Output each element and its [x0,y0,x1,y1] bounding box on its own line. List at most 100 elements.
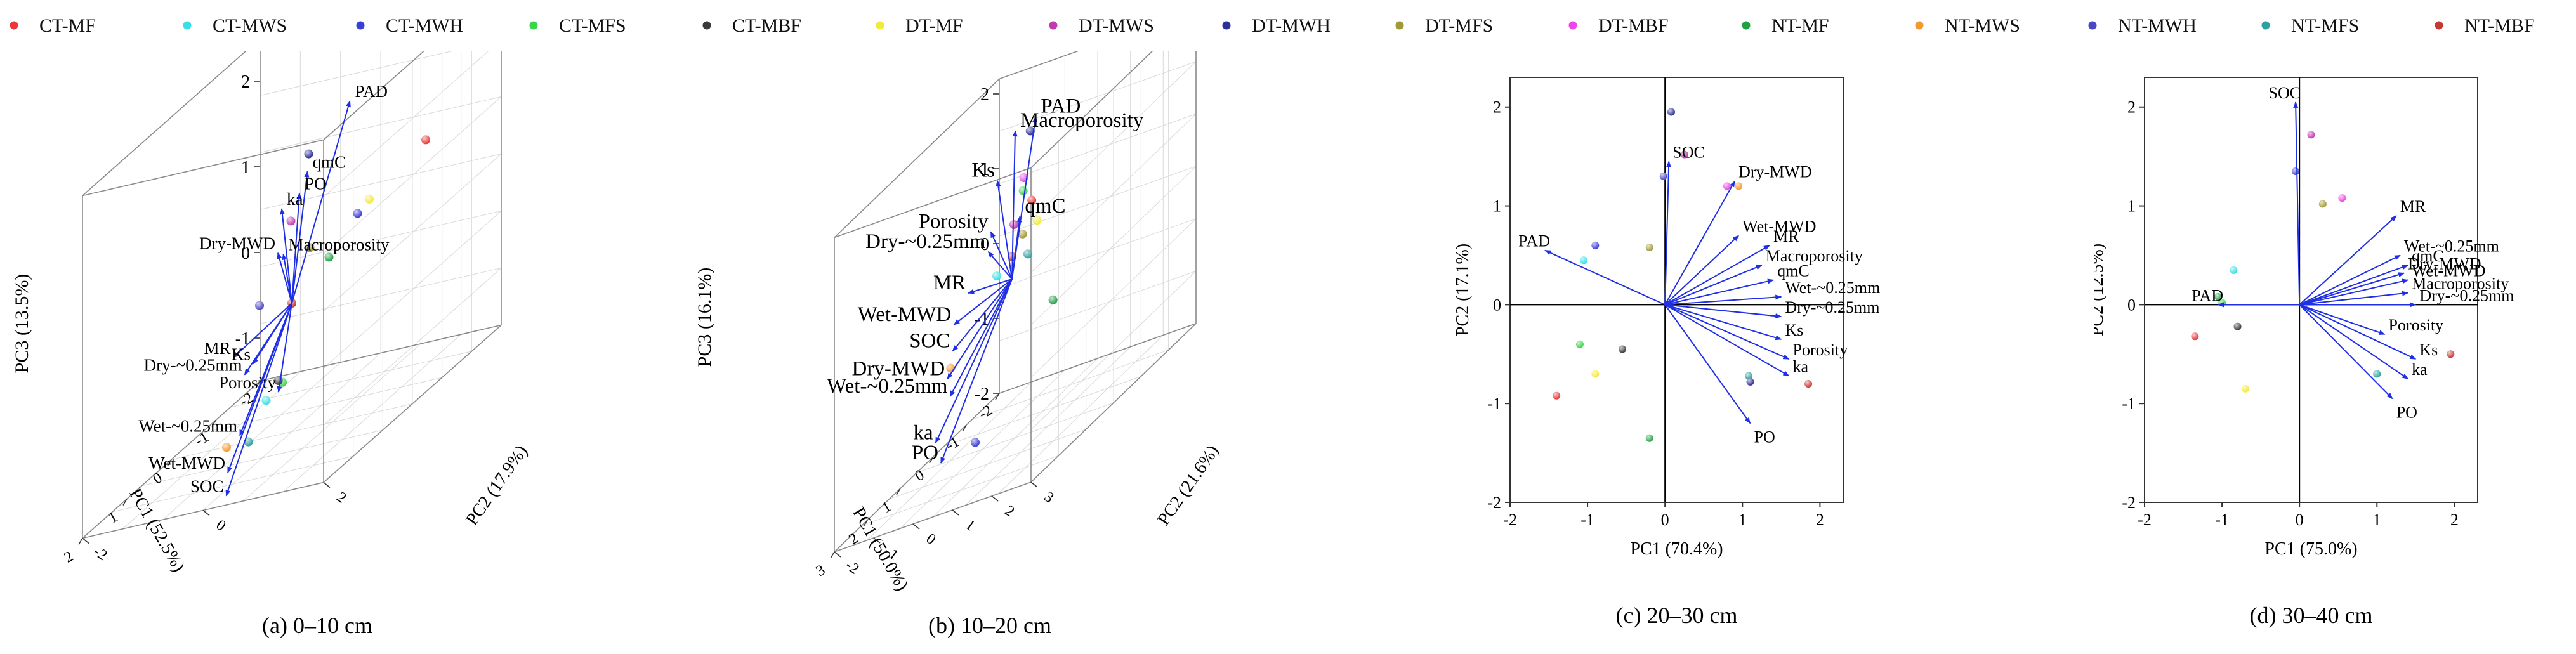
x-tick-label: -1 [2215,511,2229,529]
loading-label: Ks [1785,321,1803,339]
loading-arrow [277,252,292,304]
loading-arrow [935,278,1013,444]
point-ct-mwh [971,438,980,447]
y-tick-label: -2 [90,543,110,564]
point-ct-mbf [2233,322,2242,330]
x-tick-label: 2 [62,548,76,566]
point-dt-mf [2241,384,2249,393]
point-dt-mfs [2318,200,2327,208]
legend-marker-nt-mws [1915,21,1924,30]
y-tick-label: 0 [213,517,229,535]
legend-label-nt-mf: NT-MF [1771,15,1829,36]
legend-label-ct-mf: CT-MF [39,15,96,36]
loading-arrow [1664,304,1751,424]
legend-marker-dt-mws [1049,21,1058,30]
loading-label: PAD [1041,95,1081,118]
loading-label: Porosity [919,210,989,233]
point-nt-mf [1645,434,1653,442]
x-tick-label: 3 [813,562,828,580]
loading-arrow [990,231,1013,280]
y-tick-mark [82,537,89,544]
loading-label: PAD [1518,232,1550,251]
point-dt-mf [1591,370,1600,378]
box-edge [260,324,502,382]
loading-arrow [1664,304,1790,377]
loading-label: ka [287,190,303,209]
legend-label-dt-mfs: DT-MFS [1425,15,1493,36]
loading-arrow [277,303,292,393]
x-tick-label: 2 [1816,511,1824,529]
y-tick-label: -2 [842,557,862,578]
loading-label: MR [933,271,966,294]
panel-caption: (c) 20–30 cm [1616,603,1738,628]
y-tick-label: 0 [923,530,939,548]
loading-label: SOC [1672,143,1705,161]
legend-marker-ct-mfs [529,21,538,30]
loading-arrow [2299,254,2401,306]
legend-label-dt-mbf: DT-MBF [1598,15,1669,36]
x-tick-mark [78,538,83,545]
x-axis-label: PC1 (70.4%) [1630,539,1723,559]
loading-label: PO [912,441,938,464]
box-edge [834,481,1032,553]
loading-label: MR [204,339,230,358]
x-tick-mark [962,424,967,432]
z-axis-label: PC3 (13.5%) [11,274,32,374]
point-ct-mws [2230,266,2238,274]
loading-arrow [282,253,292,304]
loading-arrow [987,251,1013,280]
loading-arrow [1664,278,1775,306]
y-tick-label: -2 [2122,494,2136,512]
legend-label-ct-mfs: CT-MFS [559,15,626,36]
panel-caption: (a) 0–10 cm [262,613,372,638]
x-tick-mark [211,420,216,427]
loading-label: MR [2400,197,2426,216]
y-tick-mark [834,551,841,558]
x-tick-label: -2 [2138,511,2152,529]
x-tick-label: 0 [912,467,927,485]
loading-label: Wet-MWD [2412,261,2485,280]
loading-label: Wet-~0.25mm [138,417,237,436]
loading-label: Macroporosity [2412,275,2509,293]
point-nt-mf [324,252,334,262]
box-edge [1030,51,1153,168]
legend-marker-nt-mwh [2088,21,2097,30]
loading-label: Wet-~0.25mm [1785,278,1880,297]
grid-line [283,334,461,492]
grid-line [965,346,1131,506]
point-ct-mf [421,135,430,145]
y-axis-label: PC2 (21.6%) [1153,441,1223,529]
loading-label: MR [1773,227,1799,245]
y-tick-label: 3 [1041,488,1057,506]
legend-marker-ct-mws [183,21,192,30]
loading-arrow [968,278,1013,294]
point-dt-mf [1032,216,1042,225]
box-edge [834,78,1000,238]
loading-label: qmC [1777,261,1810,280]
legend-label-nt-mfs: NT-MFS [2291,15,2359,36]
point-nt-mwh [255,301,264,310]
x-tick-label: 0 [2296,511,2304,529]
x-tick-mark [929,456,934,464]
z-axis-label: PC3 (16.1%) [694,268,715,367]
loading-arrow [227,303,292,474]
loading-label: Dry-~0.25mm [144,356,242,375]
loading-label: Dry-MWD [1738,163,1812,181]
box-edge [323,51,425,141]
point-ct-mwh [1591,241,1600,249]
loading-label: SOC [190,477,224,496]
legend-label-ct-mbf: CT-MBF [732,15,801,36]
loading-label: Dry-~0.25mm [2419,286,2514,304]
grid-line [997,334,1164,494]
loading-label: Wet-MWD [148,454,225,473]
loading-arrow [244,303,292,376]
x-tick-label: -1 [1580,511,1594,529]
y-tick-label: 1 [2127,197,2136,216]
loading-label: Ks [971,159,995,182]
loading-label: Wet-MWD [1742,217,1816,235]
point-dt-mf [365,194,374,204]
box-edge [999,323,1197,394]
point-ct-mf [1553,391,1561,400]
y-tick-label: 0 [2127,296,2136,314]
